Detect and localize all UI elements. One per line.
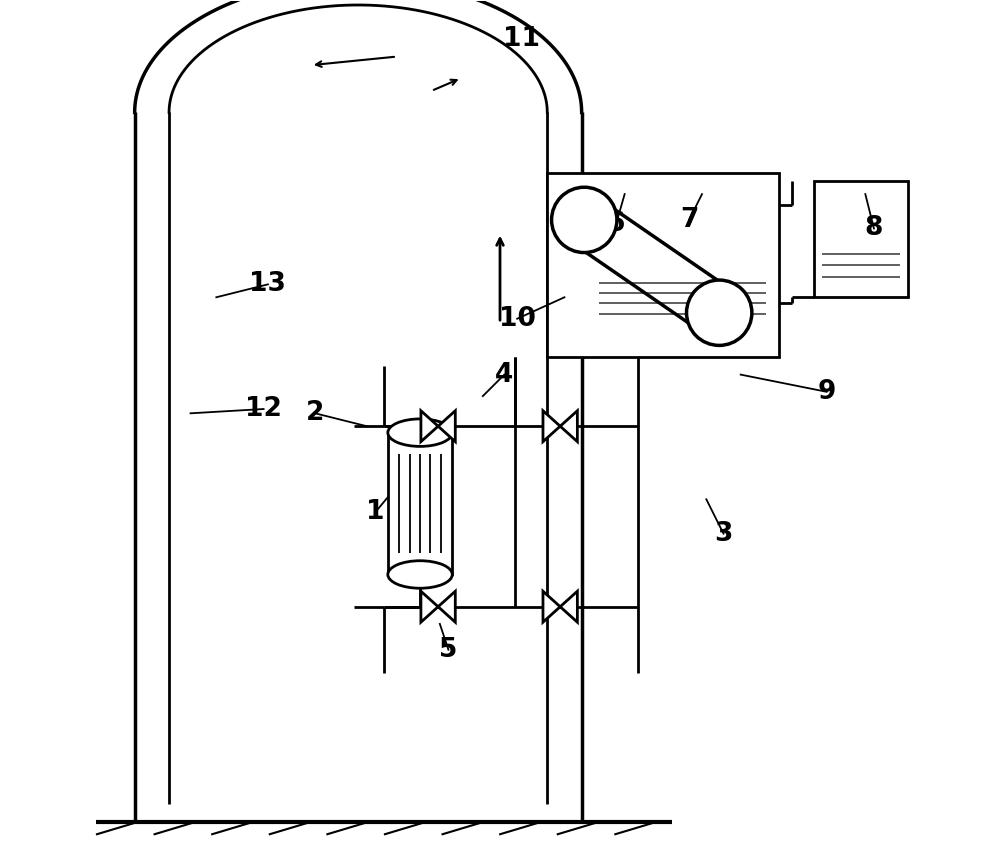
Text: 10: 10 xyxy=(499,306,536,331)
Text: 8: 8 xyxy=(865,215,883,241)
Polygon shape xyxy=(543,411,560,442)
Polygon shape xyxy=(560,411,577,442)
Text: 5: 5 xyxy=(439,636,458,663)
Ellipse shape xyxy=(388,419,452,446)
Text: 3: 3 xyxy=(714,521,733,547)
Text: 7: 7 xyxy=(680,207,698,232)
Text: 4: 4 xyxy=(495,362,513,387)
Text: 11: 11 xyxy=(503,27,540,53)
Polygon shape xyxy=(560,592,577,623)
Ellipse shape xyxy=(687,280,752,345)
Text: 6: 6 xyxy=(607,211,625,237)
Bar xyxy=(814,181,908,297)
Bar xyxy=(547,172,779,357)
Ellipse shape xyxy=(552,187,617,252)
Text: 2: 2 xyxy=(306,400,324,426)
Polygon shape xyxy=(421,592,438,623)
Text: 9: 9 xyxy=(817,379,836,405)
Polygon shape xyxy=(438,592,455,623)
Bar xyxy=(388,432,452,574)
Text: 12: 12 xyxy=(245,396,282,422)
Text: 13: 13 xyxy=(249,271,286,297)
Polygon shape xyxy=(438,411,455,442)
Text: 1: 1 xyxy=(366,499,385,525)
Polygon shape xyxy=(543,592,560,623)
Ellipse shape xyxy=(388,561,452,588)
Polygon shape xyxy=(421,411,438,442)
